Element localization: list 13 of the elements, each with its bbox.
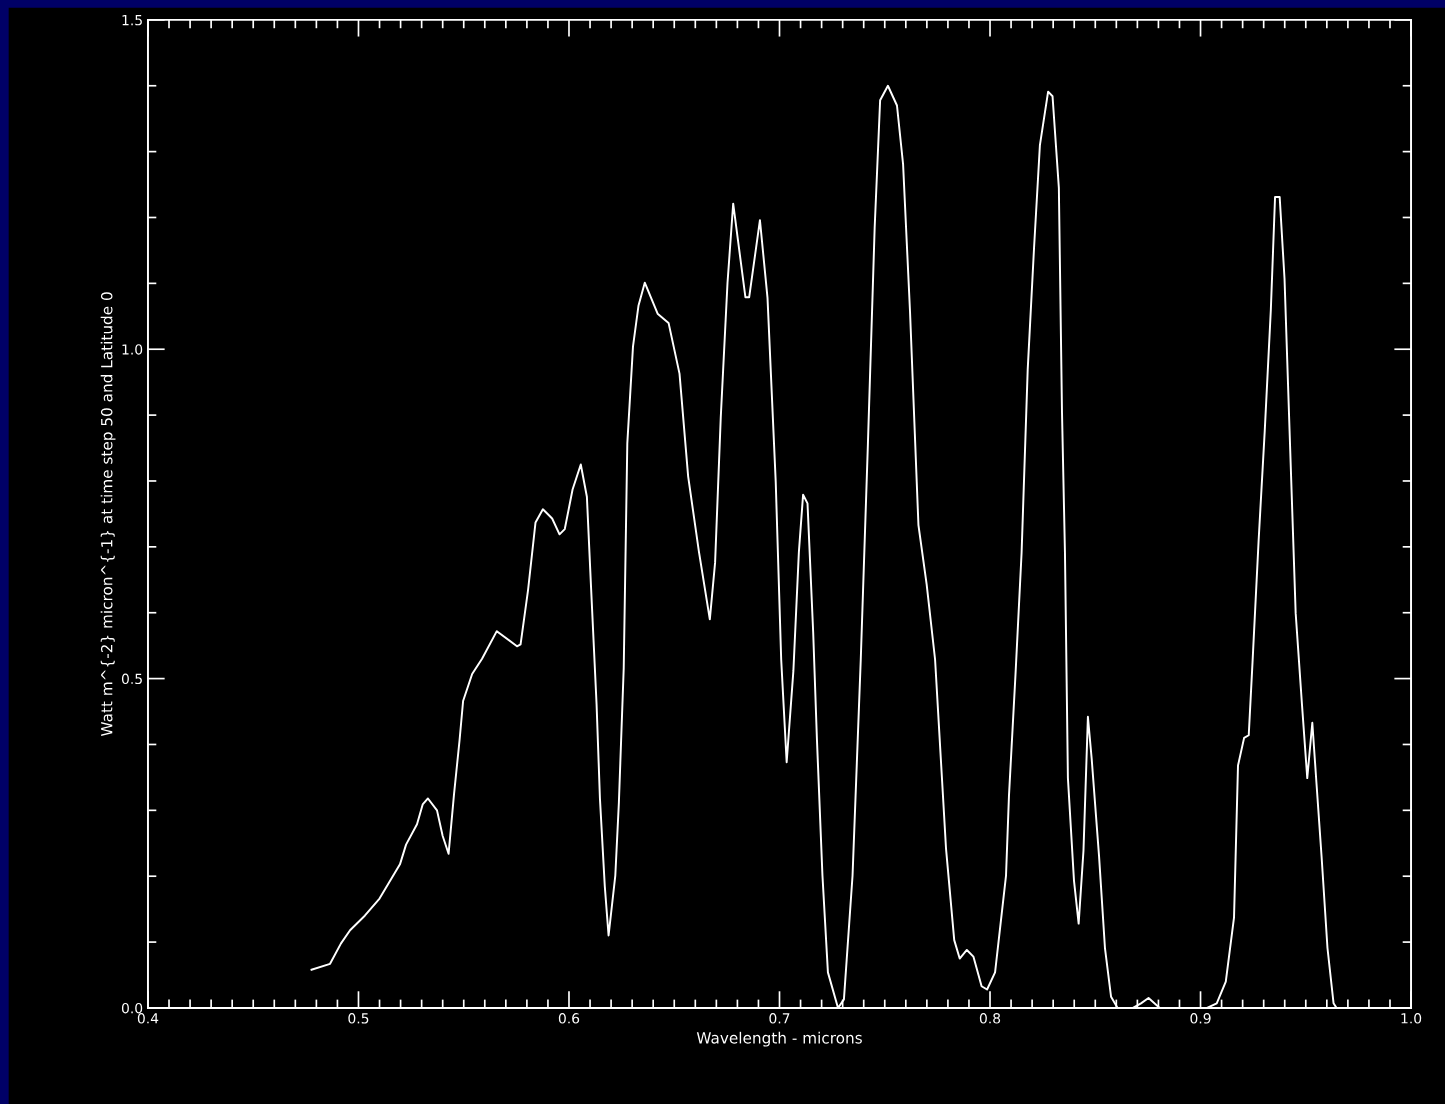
- x-tick-label: 0.9: [1190, 1013, 1211, 1024]
- x-tick-label: 1.0: [1401, 1013, 1422, 1024]
- x-tick-label: 0.5: [348, 1013, 369, 1024]
- y-axis-title: Watt m^{-2} micron^{-1} at time step 50 and Latitude 0: [100, 292, 116, 736]
- y-tick-label: 1.0: [122, 344, 143, 355]
- y-tick-label: 1.5: [122, 15, 142, 26]
- x-tick-label: 0.6: [558, 1013, 580, 1024]
- x-tick-label: 0.8: [979, 1013, 1001, 1024]
- x-tick-label: 0.4: [137, 1013, 159, 1024]
- x-tick-label: 0.7: [769, 1013, 790, 1024]
- y-tick-label: 0.0: [121, 1002, 143, 1014]
- x-axis-title: Wavelength - microns: [696, 1031, 862, 1047]
- y-tick-label: 0.5: [121, 673, 142, 685]
